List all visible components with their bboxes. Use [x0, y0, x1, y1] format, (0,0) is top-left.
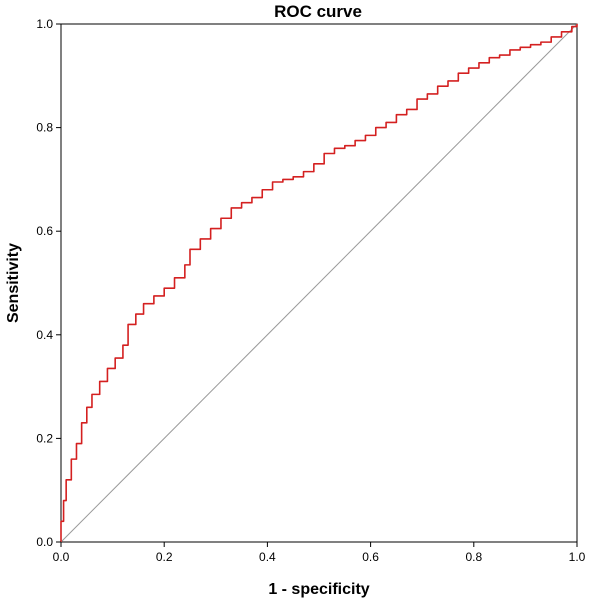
chart-title: ROC curve [274, 2, 362, 21]
x-axis-title: 1 - specificity [268, 581, 369, 598]
roc-curve-layer [60, 24, 578, 542]
y-tick-label: 0.6 [36, 224, 53, 238]
y-axis-ticks: 0.0 0.2 0.4 0.6 0.8 1.0 [36, 17, 61, 549]
y-tick-label: 0.8 [36, 121, 53, 135]
x-tick-label: 1.0 [569, 550, 586, 564]
x-tick-label: 0.0 [53, 550, 70, 564]
roc-curve-line [60, 24, 578, 542]
reference-diagonal-line [60, 23, 578, 543]
x-tick-label: 0.2 [156, 550, 173, 564]
x-tick-label: 0.6 [362, 550, 379, 564]
plot-area [60, 23, 578, 543]
y-tick-label: 1.0 [36, 17, 53, 31]
y-tick-label: 0.4 [36, 328, 53, 342]
x-tick-label: 0.4 [259, 550, 276, 564]
y-axis-title: Sensitivity [5, 243, 22, 323]
y-tick-label: 0.0 [36, 535, 53, 549]
y-tick-label: 0.2 [36, 431, 53, 445]
reference-line-layer [60, 23, 578, 543]
x-tick-label: 0.8 [465, 550, 482, 564]
x-axis-ticks: 0.0 0.2 0.4 0.6 0.8 1.0 [53, 542, 586, 564]
